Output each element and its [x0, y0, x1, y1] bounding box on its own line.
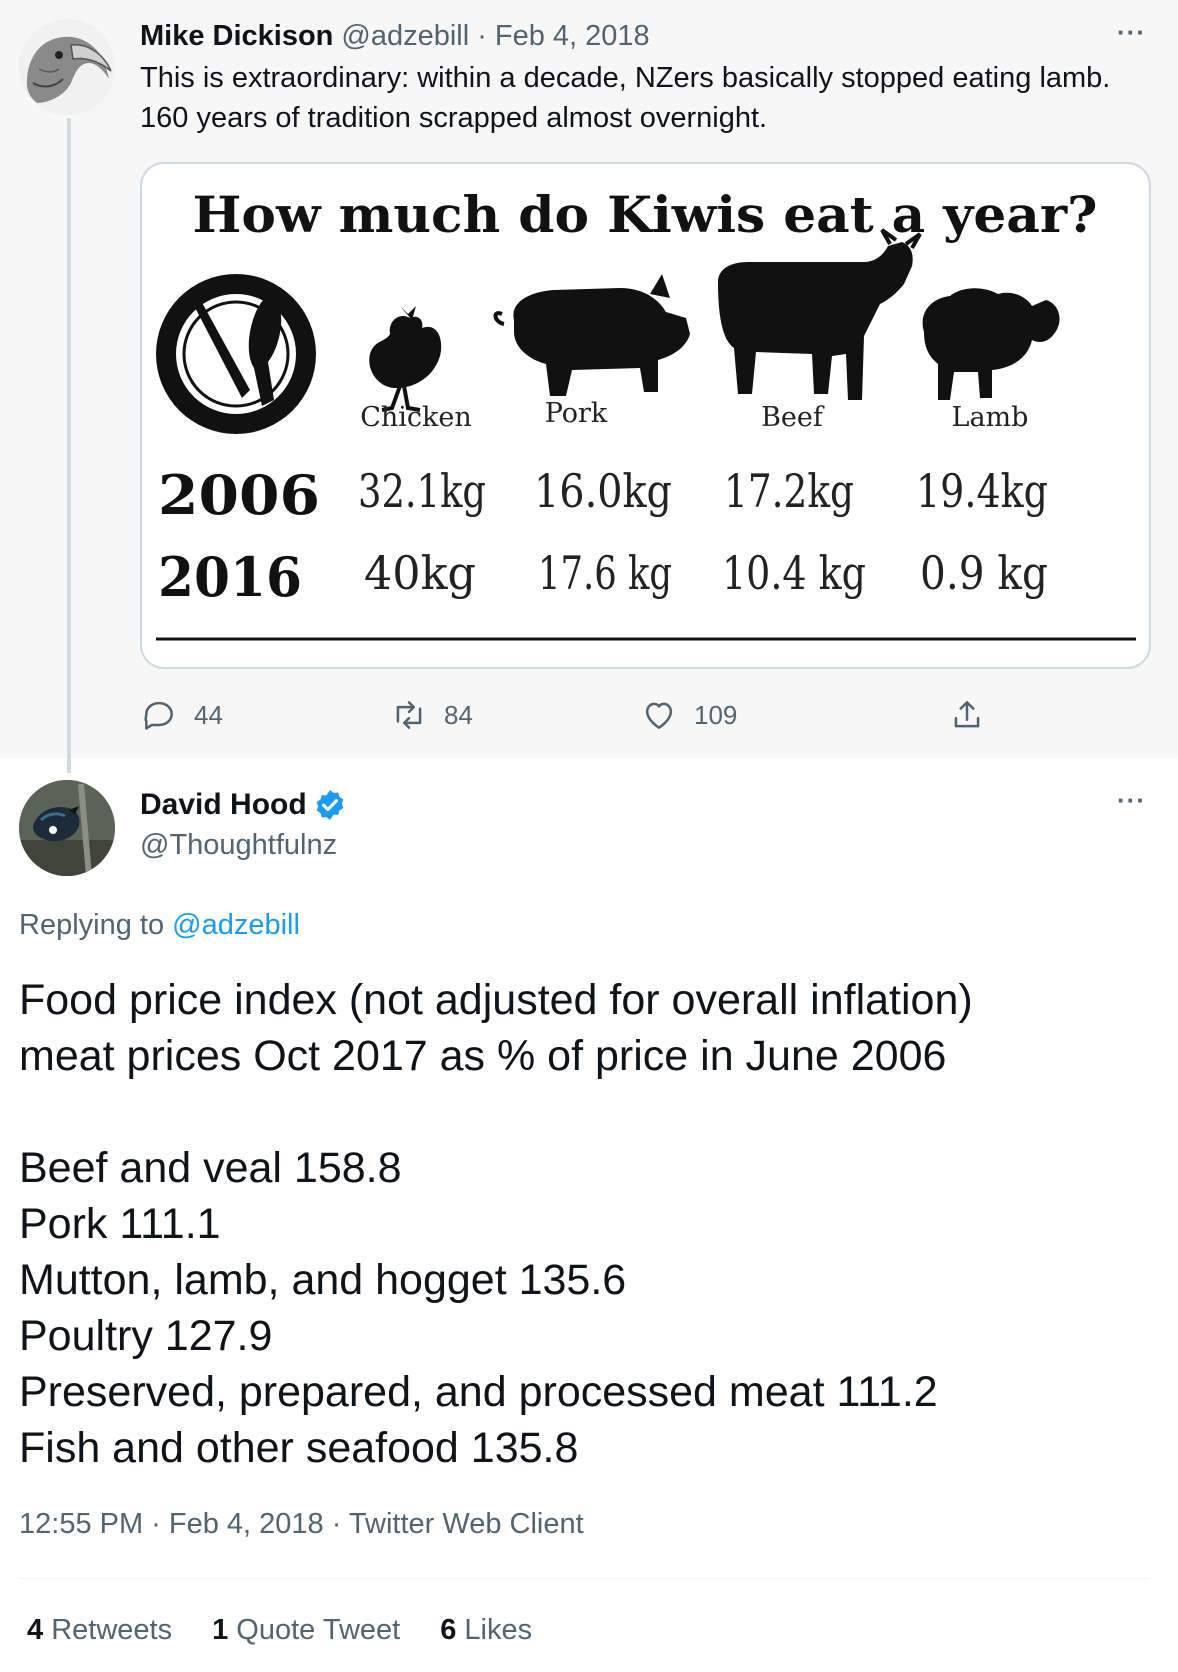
chicken-icon	[369, 306, 442, 412]
replying-handle-link[interactable]: @adzebill	[172, 909, 300, 941]
author-name[interactable]: David Hood	[140, 788, 307, 821]
divider	[19, 1578, 1150, 1579]
heart-icon	[645, 702, 673, 729]
tweet-text: This is extraordinary: within a decade, …	[140, 58, 1150, 138]
tweet-actions: 44 84 109	[140, 695, 1000, 735]
tweet-text-line: Pork 111.1	[19, 1200, 221, 1248]
value-cell: 10.4 kg	[722, 546, 866, 600]
retweet-count: 84	[444, 699, 473, 730]
tweet-text-line: Fish and other seafood 135.8	[19, 1424, 579, 1472]
quotes-label: Quote Tweet	[236, 1614, 401, 1646]
tweet-meta[interactable]: 12:55 PM · Feb 4, 2018 · Twitter Web Cli…	[19, 1508, 584, 1540]
reply-count: 44	[194, 699, 223, 730]
likes-count: 6	[440, 1614, 457, 1646]
tweet-date[interactable]: Feb 4, 2018	[494, 19, 650, 52]
tweet-text-line: This is extraordinary: within a decade, …	[140, 62, 1111, 94]
separator: ·	[477, 19, 487, 52]
like-button[interactable]: 109	[640, 695, 737, 735]
replying-to: Replying to @adzebill	[19, 909, 300, 942]
avatar[interactable]	[19, 780, 115, 876]
retweet-button[interactable]: 84	[390, 695, 473, 735]
retweets-label: Retweets	[51, 1614, 173, 1646]
author-name[interactable]: Mike Dickison	[140, 19, 334, 52]
value-cell: 40kg	[364, 546, 476, 600]
more-options-icon[interactable]: ···	[1117, 17, 1146, 47]
tweet-text-line: Food price index (not adjusted for overa…	[19, 976, 973, 1024]
plate-icon	[156, 274, 316, 434]
author-name-row: David Hood	[140, 785, 347, 825]
tui-bird-photo-icon	[19, 780, 115, 876]
sheep-icon	[922, 288, 1060, 400]
author-handle[interactable]: @Thoughtfulnz	[140, 829, 338, 861]
engagement-stats: 4 Retweets 1 Quote Tweet 6 Likes	[27, 1614, 572, 1647]
media-image[interactable]: How much do Kiwis eat a year?	[140, 162, 1151, 669]
share-button[interactable]	[948, 695, 986, 735]
bird-sketch-icon	[19, 19, 115, 115]
retweets-count: 4	[27, 1614, 44, 1646]
category-label: Beef	[761, 402, 825, 433]
category-label: Lamb	[952, 402, 1029, 433]
infographic: How much do Kiwis eat a year?	[156, 185, 1136, 641]
likes-stat[interactable]: 6 Likes	[440, 1614, 532, 1647]
category-label: Chicken	[360, 402, 472, 433]
tweet-text-line: Beef and veal 158.8	[19, 1144, 402, 1192]
share-upload-icon	[954, 701, 980, 728]
cow-icon	[718, 228, 922, 400]
infographic-title: How much do Kiwis eat a year?	[193, 185, 1098, 244]
like-count: 109	[694, 699, 738, 730]
reply-button[interactable]: 44	[140, 695, 223, 735]
comment-bubble-icon	[144, 701, 173, 730]
likes-label: Likes	[464, 1614, 533, 1646]
author-handle[interactable]: @adzebill	[341, 19, 470, 52]
avatar[interactable]	[19, 19, 115, 115]
replying-prefix: Replying to	[19, 909, 165, 941]
value-cell: 19.4kg	[916, 464, 1048, 518]
value-cell: 0.9 kg	[920, 546, 1048, 600]
year-label: 2006	[158, 463, 320, 527]
value-cell: 17.6 kg	[538, 546, 672, 600]
category-label: Pork	[545, 398, 608, 429]
value-cell: 32.1kg	[358, 464, 486, 518]
tweet-text-line: Poultry 127.9	[19, 1312, 273, 1360]
tweet-text-line: Preserved, prepared, and processed meat …	[19, 1368, 938, 1416]
tweet-text-line: meat prices Oct 2017 as % of price in Ju…	[19, 1032, 947, 1080]
pig-icon	[493, 274, 690, 396]
retweet-arrows-icon	[396, 701, 422, 729]
retweets-stat[interactable]: 4 Retweets	[27, 1614, 172, 1647]
year-label: 2016	[158, 545, 302, 609]
tweet-text-line: Mutton, lamb, and hogget 135.6	[19, 1256, 627, 1304]
verified-badge-icon	[316, 790, 343, 820]
value-cell: 17.2kg	[724, 464, 854, 518]
tweet-text-blank	[19, 1084, 1149, 1140]
tweet-text: Food price index (not adjusted for overa…	[19, 972, 1149, 1476]
more-options-icon[interactable]: ···	[1117, 785, 1146, 815]
value-cell: 16.0kg	[534, 464, 672, 518]
tweet-header: Mike Dickison @adzebill · Feb 4, 2018	[140, 18, 650, 54]
tweet-text-line: 160 years of tradition scrapped almost o…	[140, 102, 768, 134]
quotes-count: 1	[212, 1614, 229, 1646]
parent-tweet[interactable]: Mike Dickison @adzebill · Feb 4, 2018 ··…	[0, 0, 1178, 773]
thread-line	[67, 118, 71, 773]
quote-tweets-stat[interactable]: 1 Quote Tweet	[212, 1614, 400, 1647]
